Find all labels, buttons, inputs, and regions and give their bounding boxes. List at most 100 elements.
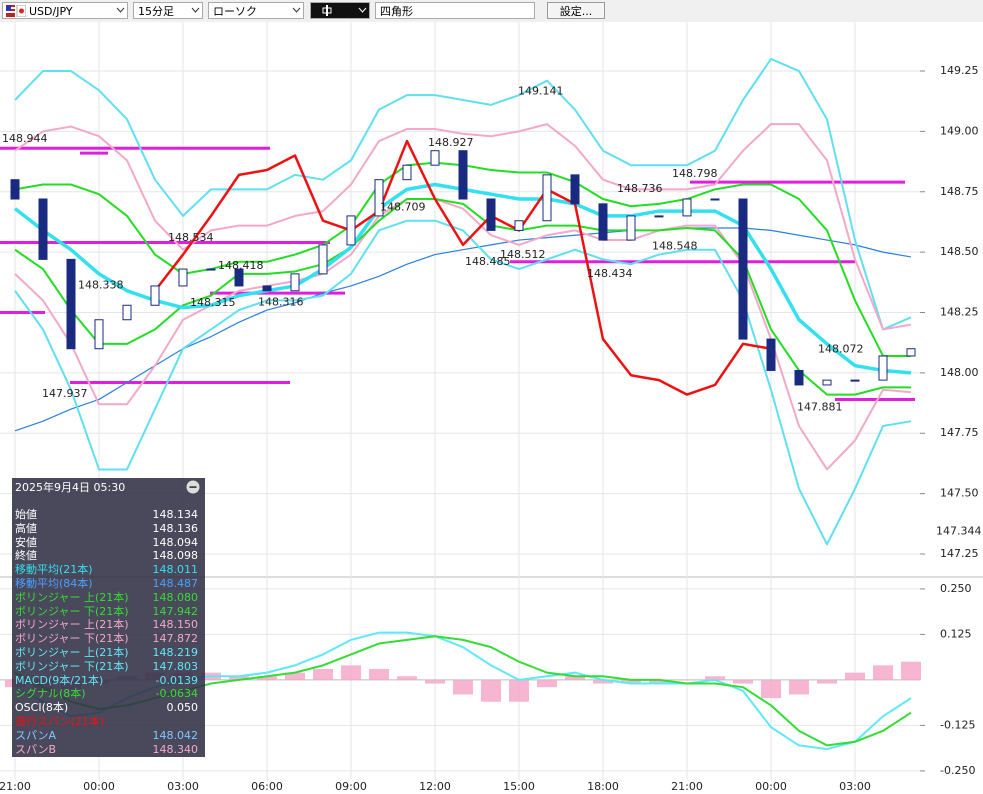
info-row: 移動平均(21本) 148.011 — [15, 563, 202, 577]
info-label: ボリンジャー 下(21本) — [15, 632, 129, 646]
y-tick-label: 149.25 — [940, 64, 979, 77]
info-value: 148.219 — [152, 646, 199, 659]
settings-label: 設定... — [559, 5, 593, 18]
candle-body — [486, 198, 496, 231]
chart-style: ローソク — [213, 5, 257, 18]
histogram-bar — [285, 672, 305, 680]
price-label: 148.534 — [168, 231, 214, 244]
candle-body — [346, 215, 356, 246]
price-label: 148.709 — [380, 201, 426, 214]
y-tick-label: 149.00 — [940, 124, 979, 137]
candle-body — [850, 379, 860, 382]
price-label: 148.338 — [78, 278, 124, 291]
y-tick-label: 148.00 — [940, 366, 979, 379]
info-datetime: 2025年9月4日 05:30 — [15, 481, 126, 494]
candle-body — [710, 198, 720, 201]
info-label: ボリンジャー 上(21本) — [15, 646, 129, 659]
x-tick-label: 00:00 — [83, 780, 115, 793]
info-row: 移動平均(84本) 148.487 — [15, 577, 202, 591]
y-tick-label: 0.125 — [940, 627, 972, 640]
price-label: 149.141 — [518, 84, 564, 97]
drawing-tool[interactable]: 四角形 — [375, 2, 535, 19]
info-row: ボリンジャー 下(21本) 147.803 — [15, 660, 202, 674]
x-tick-label: 03:00 — [167, 780, 199, 793]
info-value: 147.803 — [152, 659, 199, 673]
indicator-line — [14, 219, 912, 546]
price-label: 148.315 — [190, 296, 236, 309]
candle-body — [38, 198, 48, 260]
collapse-button[interactable] — [186, 480, 200, 494]
tool-icon — [322, 5, 332, 16]
info-label: MACD(9本/21本) — [15, 673, 104, 687]
price-label: 148.548 — [652, 240, 698, 253]
histogram-bar — [257, 676, 277, 680]
info-label: 終値 — [15, 549, 37, 563]
info-value: -0.0139 — [155, 673, 198, 687]
histogram-bar — [789, 679, 809, 695]
price-label: 148.418 — [218, 259, 264, 272]
histogram-bar — [761, 679, 781, 699]
candle-body — [766, 338, 776, 371]
histogram-bar — [621, 679, 641, 684]
histogram-bar — [229, 676, 249, 680]
settings-button[interactable]: 設定... — [547, 2, 605, 19]
candle-body — [66, 258, 76, 350]
candle-body — [682, 198, 692, 217]
candle-body — [122, 304, 132, 321]
x-tick-label: 18:00 — [587, 780, 619, 793]
y-tick-label: 148.25 — [940, 306, 979, 319]
histogram-bar — [341, 665, 361, 680]
info-label: 安値 — [15, 535, 37, 549]
info-value: 148.134 — [152, 508, 199, 521]
candle-body — [94, 319, 104, 350]
candle-body — [10, 179, 20, 200]
histogram-bar — [593, 679, 613, 684]
info-panel: 2025年9月4日 05:30 始値 148.134 高値 148.136 安値 148.… — [12, 478, 205, 757]
histogram-bar — [453, 679, 473, 695]
info-value: 148.094 — [152, 535, 199, 549]
info-row: OSCI(8本) 0.050 — [15, 701, 202, 715]
info-row: 安値 148.094 — [15, 536, 202, 550]
indicator-line — [14, 57, 912, 331]
timeframe-select[interactable]: 15分足 — [133, 2, 203, 19]
price-label: 148.316 — [258, 296, 304, 309]
flag-icon — [6, 5, 26, 17]
tool-select[interactable] — [310, 2, 370, 19]
info-row: ボリンジャー 上(21本) 148.080 — [15, 591, 202, 605]
price-label: 148.512 — [500, 248, 546, 261]
candle-body — [822, 379, 832, 386]
info-value: 148.150 — [152, 618, 199, 632]
info-row: ボリンジャー 下(21本) 147.942 — [15, 605, 202, 619]
info-value: -0.0634 — [155, 687, 198, 701]
info-row: MACD(9本/21本) -0.0139 — [15, 674, 202, 688]
candle-body — [262, 285, 272, 292]
info-row: 高値 148.136 — [15, 522, 202, 536]
toolbar: USD/JPY 15分足 ローソク 四角形 設定... — [0, 0, 983, 22]
style-select[interactable]: ローソク — [208, 2, 304, 19]
indicator-line — [154, 139, 772, 396]
histogram-bar — [901, 661, 921, 680]
info-label: シグナル(8本) — [15, 687, 86, 701]
info-row: スパンA 148.042 — [15, 729, 202, 743]
histogram-bar — [397, 676, 417, 680]
info-label: 移動平均(84本) — [15, 577, 93, 590]
info-label: 高値 — [15, 521, 37, 535]
indicator-line — [13, 182, 912, 375]
price-label: 148.736 — [617, 182, 663, 195]
price-label: 148.944 — [2, 132, 48, 145]
price-label: 148.434 — [587, 267, 633, 280]
symbol-select[interactable]: USD/JPY — [2, 2, 128, 19]
candle-body — [738, 198, 748, 340]
info-value: 148.340 — [152, 742, 199, 756]
info-label: スパンB — [15, 742, 57, 756]
info-value: 148.042 — [152, 728, 199, 742]
info-row: スパンB 148.340 — [15, 743, 202, 757]
x-tick-label: 09:00 — [335, 780, 367, 793]
info-row: 終値 148.098 — [15, 549, 202, 563]
info-label: ボリンジャー 上(21本) — [15, 618, 129, 632]
indicator-line — [14, 227, 912, 432]
price-label: 148.072 — [818, 342, 864, 355]
candle-body — [906, 348, 916, 357]
histogram-bar — [649, 679, 669, 684]
